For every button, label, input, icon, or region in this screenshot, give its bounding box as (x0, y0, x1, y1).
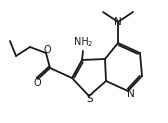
Text: 2: 2 (88, 41, 92, 47)
Text: NH: NH (74, 37, 88, 47)
Text: O: O (33, 78, 41, 88)
Text: N: N (127, 89, 135, 99)
Text: O: O (43, 45, 51, 55)
Text: S: S (87, 94, 93, 104)
Text: N: N (114, 17, 122, 27)
